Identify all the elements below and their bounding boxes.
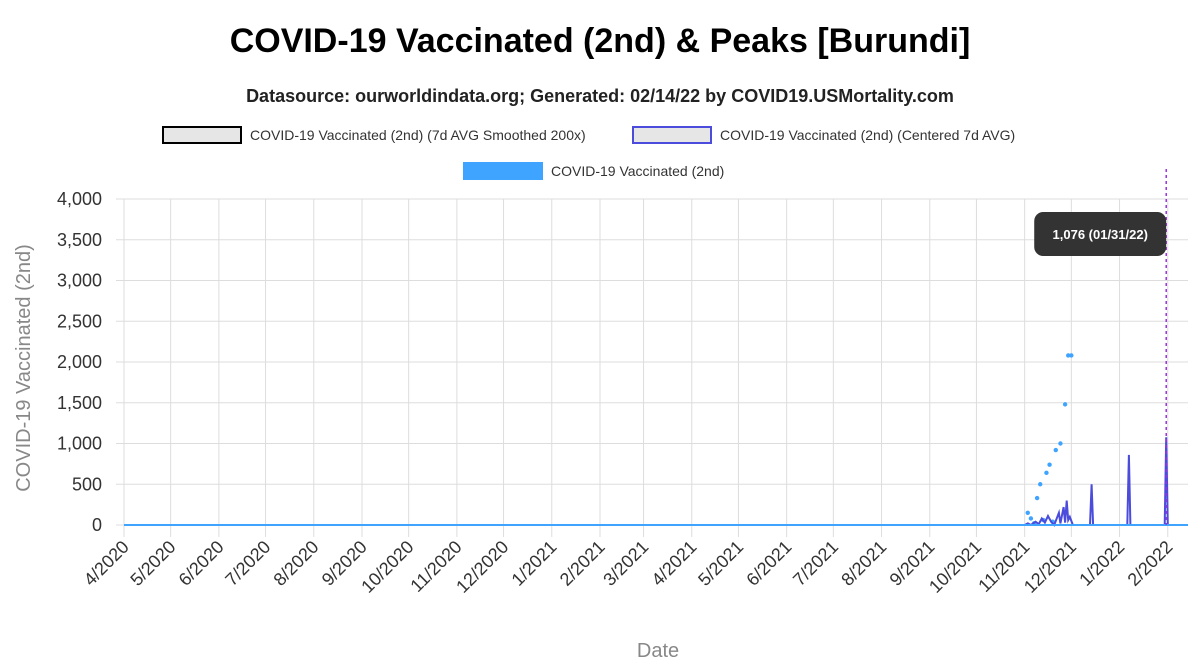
legend-swatch-smoothed bbox=[162, 126, 242, 144]
chart-subtitle: Datasource: ourworldindata.org; Generate… bbox=[246, 86, 954, 106]
data-point bbox=[1069, 353, 1074, 358]
x-tick-label: 6/2020 bbox=[175, 537, 228, 590]
tooltip-layer: 1,076 (01/31/22) bbox=[1034, 169, 1167, 525]
legend-item-centered-avg[interactable]: COVID-19 Vaccinated (2nd) (Centered 7d A… bbox=[632, 126, 1015, 144]
x-tick-label: 7/2020 bbox=[221, 537, 274, 590]
x-tick-label: 1/2022 bbox=[1075, 537, 1128, 590]
data-point bbox=[1028, 516, 1034, 521]
series-layer bbox=[124, 353, 1188, 527]
x-tick-label: 5/2021 bbox=[694, 537, 747, 590]
y-axis-title: COVID-19 Vaccinated (2nd) bbox=[13, 244, 35, 492]
data-point bbox=[1044, 470, 1049, 476]
y-tick-label: 1,000 bbox=[57, 434, 102, 454]
legend-label-centered-avg: COVID-19 Vaccinated (2nd) (Centered 7d A… bbox=[720, 127, 1016, 143]
y-tick-label: 2,500 bbox=[57, 311, 102, 331]
x-tick-label: 7/2021 bbox=[789, 537, 842, 590]
x-tick-label: 6/2021 bbox=[742, 537, 795, 590]
legend-item-smoothed[interactable]: COVID-19 Vaccinated (2nd) (7d AVG Smooth… bbox=[162, 126, 586, 144]
y-axis: 0 500 1,000 1,500 2,000 2,500 3,000 3,500 4,000 C… bbox=[13, 189, 125, 535]
legend-item-vaccinated[interactable]: COVID-19 Vaccinated (2nd) bbox=[463, 162, 724, 180]
x-axis: 4/20205/20206/20207/20208/20209/202010/2… bbox=[80, 537, 1177, 662]
data-point bbox=[1066, 353, 1071, 358]
x-tick-label: 3/2021 bbox=[599, 537, 652, 590]
x-tick-label: 2/2022 bbox=[1124, 537, 1177, 590]
x-axis-title: Date bbox=[637, 640, 679, 662]
grid-layer bbox=[116, 198, 1188, 537]
x-tick-label: 8/2020 bbox=[270, 537, 323, 590]
data-point bbox=[1025, 510, 1030, 515]
legend-label-vaccinated: COVID-19 Vaccinated (2nd) bbox=[551, 163, 725, 179]
y-tick-label: 4,000 bbox=[57, 189, 102, 209]
x-tick-label: 2/2021 bbox=[556, 537, 609, 590]
data-point bbox=[1034, 495, 1040, 501]
y-tick-label: 3,000 bbox=[57, 271, 102, 291]
x-tick-label: 12/2021 bbox=[1020, 537, 1080, 597]
data-point bbox=[1047, 462, 1052, 467]
x-tick-label: 1/2021 bbox=[508, 537, 561, 590]
x-tick-label: 10/2021 bbox=[925, 537, 985, 597]
legend-swatch-vaccinated bbox=[463, 162, 543, 180]
x-tick-label: 4/2021 bbox=[648, 537, 701, 590]
tooltip-text: 1,076 (01/31/22) bbox=[1053, 227, 1148, 242]
x-tick-label: 10/2020 bbox=[357, 537, 417, 597]
x-tick-label: 5/2020 bbox=[126, 537, 179, 590]
y-tick-label: 500 bbox=[72, 474, 102, 494]
y-tick-label: 1,500 bbox=[57, 393, 102, 413]
legend-label-smoothed: COVID-19 Vaccinated (2nd) (7d AVG Smooth… bbox=[250, 127, 586, 143]
legend-swatch-centered-avg bbox=[632, 126, 712, 144]
x-tick-label: 4/2020 bbox=[80, 537, 133, 590]
y-tick-label: 2,000 bbox=[57, 352, 102, 372]
data-point bbox=[1058, 441, 1063, 446]
data-point bbox=[1062, 402, 1068, 407]
data-point bbox=[1053, 447, 1058, 453]
tooltip-box bbox=[1034, 212, 1167, 256]
y-tick-label: 3,500 bbox=[57, 230, 102, 250]
y-tick-label: 0 bbox=[92, 515, 102, 535]
chart-title: COVID-19 Vaccinated (2nd) & Peaks [Burun… bbox=[229, 22, 971, 60]
series-line-centered-avg bbox=[124, 437, 1188, 527]
data-point bbox=[1038, 482, 1043, 487]
x-tick-label: 12/2020 bbox=[452, 537, 512, 597]
x-tick-label: 8/2021 bbox=[837, 537, 890, 590]
